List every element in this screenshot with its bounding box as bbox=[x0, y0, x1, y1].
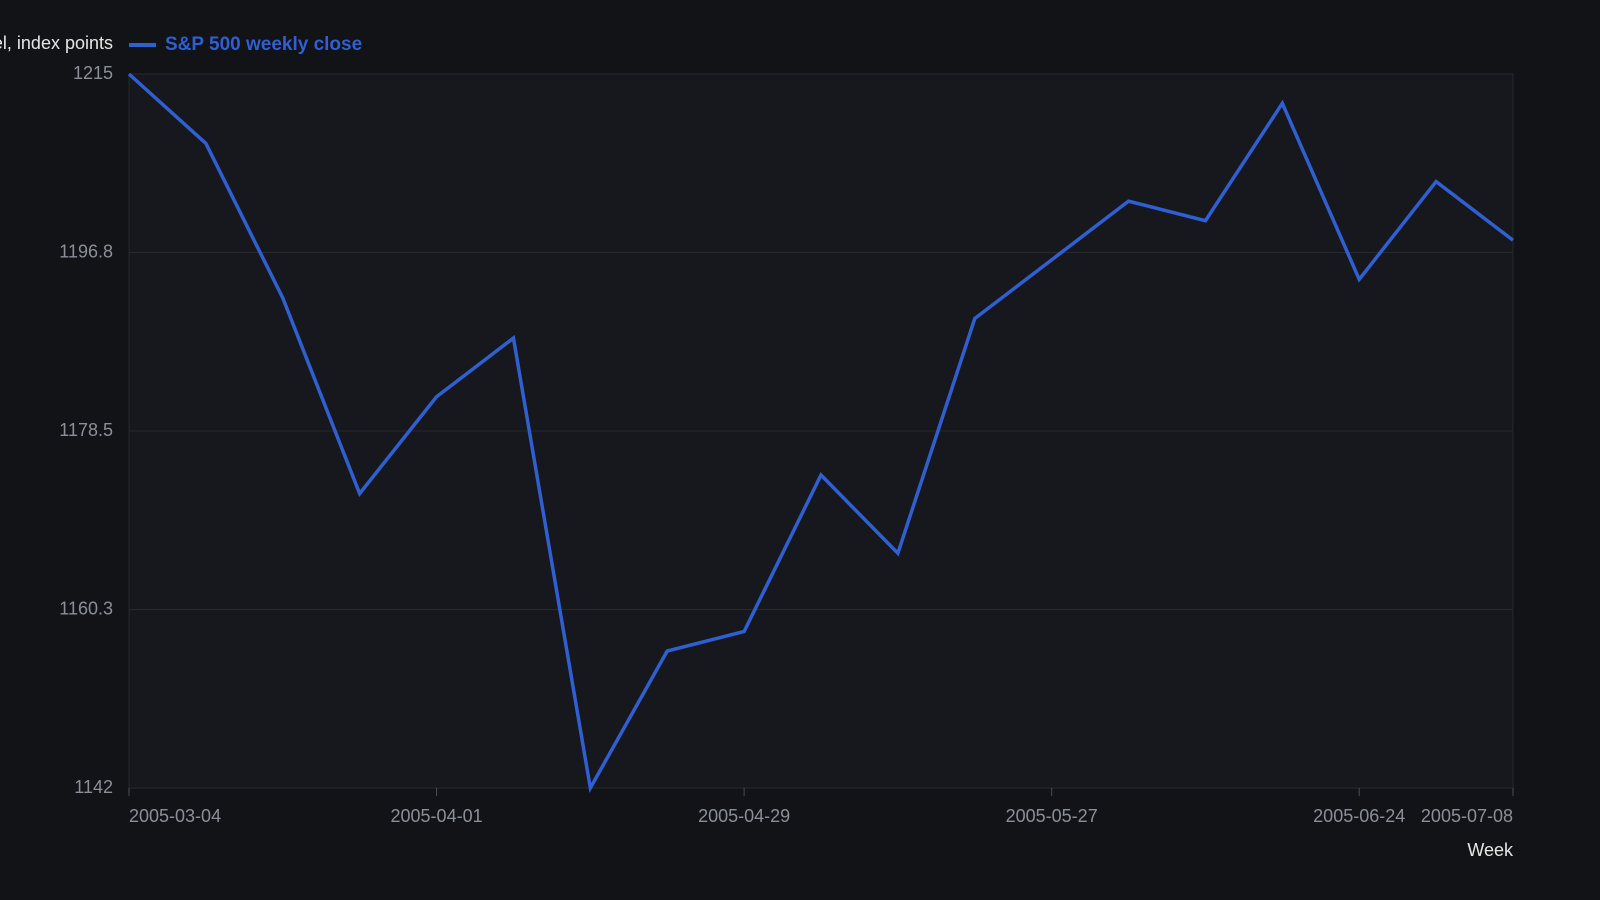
x-tick-label: 2005-05-27 bbox=[1006, 806, 1098, 826]
y-tick-label: 1178.5 bbox=[59, 420, 113, 440]
y-tick-label: 1215 bbox=[73, 63, 113, 83]
x-tick-label: 2005-04-29 bbox=[698, 806, 790, 826]
x-tick-label: 2005-03-04 bbox=[129, 806, 221, 826]
y-tick-label: 1160.3 bbox=[59, 598, 113, 618]
y-tick-label: 1196.8 bbox=[59, 241, 113, 261]
legend-label: S&P 500 weekly close bbox=[165, 34, 362, 55]
x-tick-label: 2005-07-08 bbox=[1421, 806, 1513, 826]
x-tick-label: 2005-04-01 bbox=[391, 806, 483, 826]
x-axis-title: Week bbox=[1467, 840, 1514, 860]
y-tick-label: 1142 bbox=[74, 777, 113, 797]
x-tick-label: 2005-06-24 bbox=[1313, 806, 1405, 826]
y-axis-title: Level, index points bbox=[0, 33, 113, 53]
line-series bbox=[127, 72, 1515, 794]
